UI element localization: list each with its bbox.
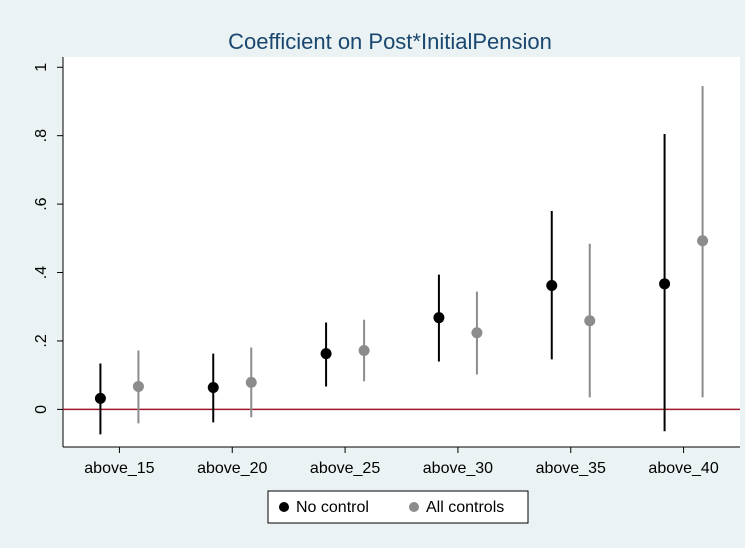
y-tick-label: 1 <box>33 63 50 72</box>
point <box>207 381 219 393</box>
x-tick-label: above_20 <box>197 460 267 477</box>
point <box>132 380 144 392</box>
legend-box <box>267 490 529 524</box>
point <box>659 278 671 290</box>
x-tick-label: above_25 <box>310 460 380 477</box>
point <box>245 376 257 388</box>
legend-marker <box>409 502 419 512</box>
point <box>433 312 445 324</box>
y-tick-label: .8 <box>33 129 50 142</box>
point <box>320 348 332 360</box>
point <box>697 235 709 247</box>
x-tick-label: above_40 <box>648 460 718 477</box>
point <box>546 280 558 292</box>
point <box>584 315 596 327</box>
x-tick-label: above_35 <box>536 460 606 477</box>
x-tick-label: above_30 <box>423 460 493 477</box>
legend-marker <box>279 502 289 512</box>
chart-title: Coefficient on Post*InitialPension <box>228 29 552 54</box>
point <box>471 327 483 339</box>
point <box>94 392 106 404</box>
y-tick-label: .2 <box>33 334 50 347</box>
y-tick-label: .4 <box>33 266 50 279</box>
y-tick-label: .6 <box>33 197 50 210</box>
plot-area <box>63 57 740 447</box>
legend-label: No control <box>296 499 369 516</box>
y-tick-label: 0 <box>33 405 50 414</box>
point <box>358 345 370 357</box>
legend-label: All controls <box>426 499 504 516</box>
x-tick-label: above_15 <box>84 460 154 477</box>
